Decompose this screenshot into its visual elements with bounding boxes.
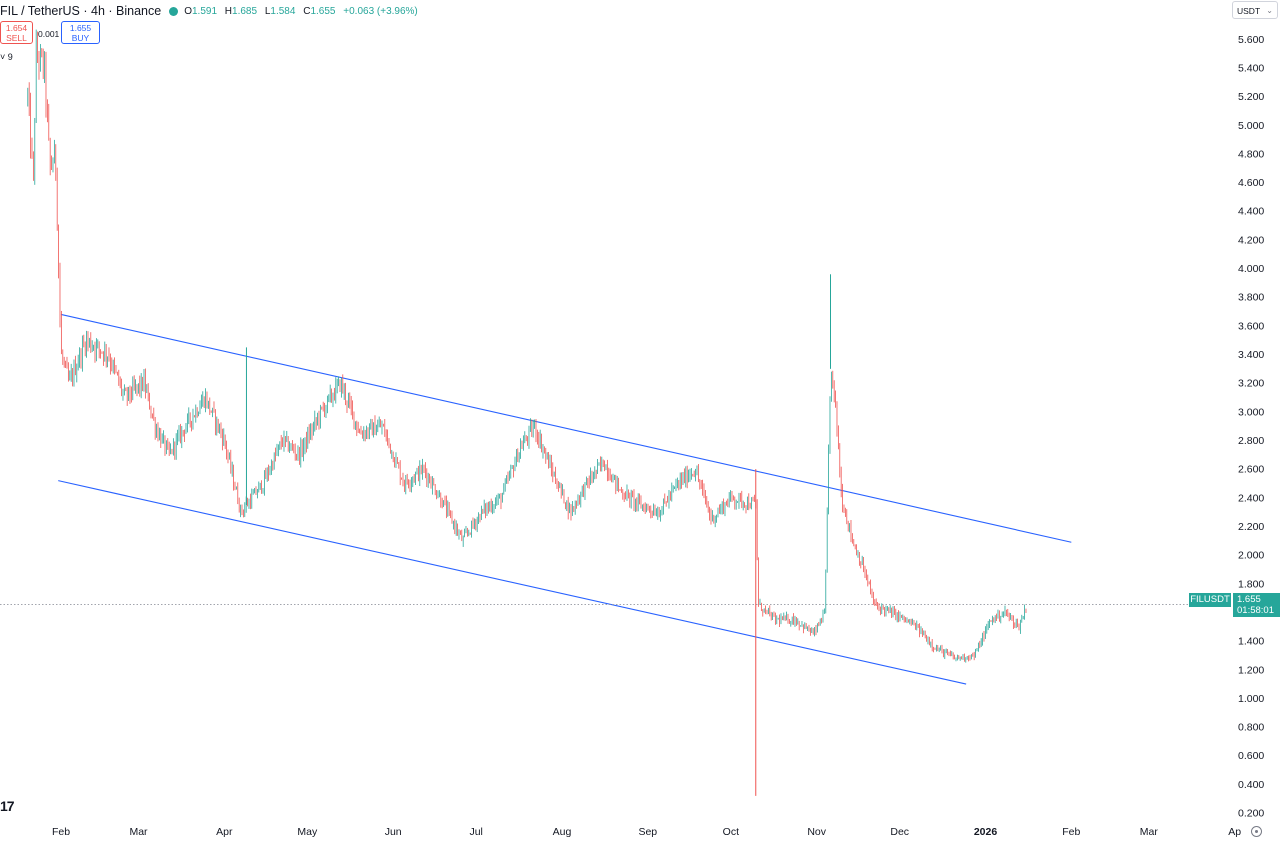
price-tick-label: 4.000 — [1238, 263, 1264, 275]
time-tick-label: Nov — [807, 826, 826, 838]
price-tick-label: 5.400 — [1238, 62, 1264, 74]
price-tick-label: 5.200 — [1238, 91, 1264, 103]
candles — [0, 29, 1228, 796]
symbol-title[interactable]: FIL / TetherUS · 4h · Binance — [0, 4, 162, 18]
close-value: 1.655 — [310, 5, 336, 17]
buy-label: BUY — [71, 33, 90, 43]
time-tick-label: Jun — [385, 826, 402, 838]
time-tick-label: Ap — [1228, 826, 1241, 838]
price-tick-label: 4.800 — [1238, 148, 1264, 160]
price-tick-label: 2.400 — [1238, 492, 1264, 504]
buy-button[interactable]: 1.655 BUY — [61, 21, 100, 44]
tradingview-logo-icon[interactable]: 17 — [0, 798, 15, 814]
time-tick-label: Feb — [1062, 826, 1080, 838]
price-tick-label: 4.200 — [1238, 234, 1264, 246]
time-tick-label: Mar — [129, 826, 148, 838]
chart-legend: FIL / TetherUS · 4h · Binance O1.591 H1.… — [0, 2, 418, 20]
price-tick-label: 1.400 — [1238, 636, 1264, 648]
ohlc-values: O1.591 H1.685 L1.584 C1.655 +0.063 (+3.9… — [184, 5, 418, 17]
time-tick-label: Mar — [1140, 826, 1159, 838]
price-tick-label: 3.600 — [1238, 320, 1264, 332]
bar-countdown: 01:58:01 — [1237, 605, 1274, 616]
price-tick-label: 3.800 — [1238, 292, 1264, 304]
chevron-down-icon: ⌄ — [1266, 6, 1273, 15]
low-value: 1.584 — [270, 5, 296, 17]
price-tick-label: 5.000 — [1238, 120, 1264, 132]
price-tick-label: 0.600 — [1238, 750, 1264, 762]
time-tick-label: Jul — [469, 826, 482, 838]
sell-price: 1.654 — [5, 23, 28, 33]
price-tick-label: 1.800 — [1238, 578, 1264, 590]
time-tick-label: Aug — [553, 826, 572, 838]
price-tick-label: 3.200 — [1238, 378, 1264, 390]
sell-label: SELL — [6, 33, 27, 43]
price-tick-label: 4.600 — [1238, 177, 1264, 189]
price-tick-label: 0.400 — [1238, 779, 1264, 791]
price-tick-label: 0.800 — [1238, 722, 1264, 734]
indicator-toggle[interactable]: ˅ 9 — [0, 52, 13, 62]
change-value: +0.063 (+3.96%) — [343, 5, 418, 17]
time-tick-label: Feb — [52, 826, 70, 838]
time-tick-label: Apr — [216, 826, 233, 838]
price-axis[interactable]: 5.600 5.400 5.200 5.000 4.800 4.600 4.400 4.200… — [1238, 34, 1264, 820]
sell-button[interactable]: 1.654 SELL — [0, 21, 33, 44]
time-tick-label: 2026 — [974, 826, 998, 838]
status-dot-icon — [169, 6, 179, 16]
price-tick-label: 1.200 — [1238, 664, 1264, 676]
trendlines[interactable] — [58, 313, 1072, 685]
open-value: 1.591 — [191, 5, 218, 17]
price-tick-label: 1.000 — [1238, 693, 1264, 705]
buy-price: 1.655 — [69, 23, 92, 33]
spread-value: 0.001 — [38, 29, 60, 39]
price-tick-label: 2.800 — [1238, 435, 1264, 447]
price-tick-label: 3.000 — [1238, 406, 1264, 418]
time-axis[interactable]: Feb Mar Apr May Jun Jul Aug Sep Oct Nov Dec 2026 Feb… — [52, 826, 1241, 838]
high-value: 1.685 — [232, 5, 258, 17]
price-tick-label: 2.200 — [1238, 521, 1264, 533]
price-tick-label: 2.600 — [1238, 464, 1264, 476]
time-tick-label: May — [297, 826, 318, 838]
last-price-value: 1.655 — [1237, 594, 1261, 605]
time-tick-label: Dec — [890, 826, 909, 838]
goto-realtime-icon[interactable] — [1251, 826, 1262, 837]
price-tick-label: 5.600 — [1238, 34, 1264, 46]
price-tick-label: 3.400 — [1238, 349, 1264, 361]
trendline[interactable] — [58, 480, 967, 685]
time-tick-label: Sep — [638, 826, 657, 838]
currency-select[interactable]: USDT ⌄ — [1232, 1, 1278, 19]
time-tick-label: Oct — [723, 826, 739, 838]
price-tick-label: 4.400 — [1238, 206, 1264, 218]
price-tick-label: 2.000 — [1238, 550, 1264, 562]
price-tick-label: 0.200 — [1238, 808, 1264, 820]
last-price-symbol-label: FILUSDT — [1189, 593, 1231, 607]
currency-value: USDT — [1237, 6, 1261, 16]
trendline[interactable] — [60, 313, 1072, 543]
last-price-label: 1.655 01:58:01 — [1233, 593, 1280, 617]
